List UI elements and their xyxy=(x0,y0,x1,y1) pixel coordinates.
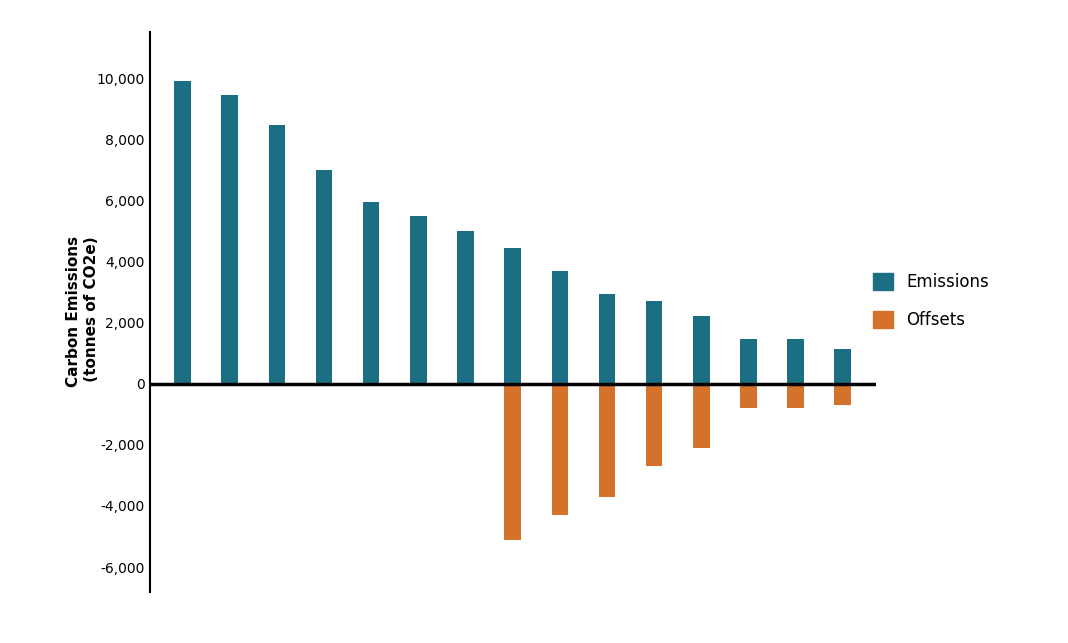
Bar xyxy=(740,384,757,408)
Bar xyxy=(221,95,238,384)
Bar xyxy=(787,384,804,408)
Bar xyxy=(693,384,709,448)
Legend: Emissions, Offsets: Emissions, Offsets xyxy=(874,273,989,329)
Bar xyxy=(693,316,709,384)
Bar xyxy=(599,384,615,497)
Y-axis label: Carbon Emissions
 (tonnes of CO2e): Carbon Emissions (tonnes of CO2e) xyxy=(66,236,98,388)
Bar xyxy=(787,340,804,384)
Bar xyxy=(834,349,851,384)
Bar xyxy=(504,248,521,384)
Bar xyxy=(646,301,662,384)
Bar xyxy=(316,170,332,384)
Bar xyxy=(504,384,521,539)
Bar xyxy=(363,202,379,384)
Bar xyxy=(551,384,568,515)
Bar xyxy=(646,384,662,466)
Bar xyxy=(740,340,757,384)
Bar xyxy=(174,81,191,384)
Bar xyxy=(410,215,426,384)
Bar xyxy=(551,271,568,384)
Bar xyxy=(834,384,851,405)
Bar xyxy=(599,293,615,384)
Bar xyxy=(268,125,285,384)
Bar xyxy=(457,231,474,384)
